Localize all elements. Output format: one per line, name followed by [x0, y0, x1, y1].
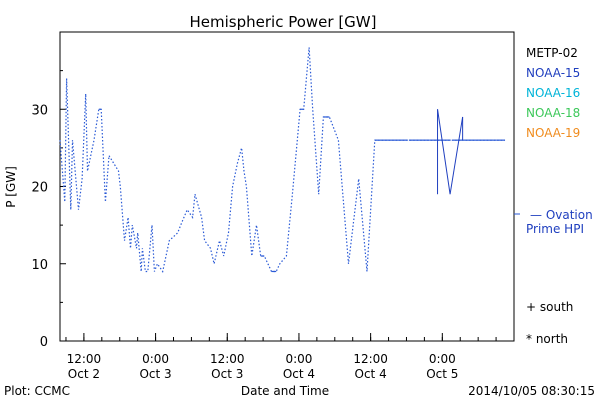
legend-item-noaa-15: NOAA-15: [526, 66, 580, 80]
ovation-label-line2: Prime HPI: [526, 222, 584, 236]
y-tick-label: 10: [31, 258, 48, 273]
south-marker-label: + south: [526, 300, 573, 314]
x-tick-time: 0:00: [429, 352, 456, 366]
y-ticks: 0 10 20 30: [31, 70, 66, 350]
y-axis-label: P [GW]: [4, 166, 18, 208]
series-layer: [59, 47, 506, 273]
legend-item-noaa-18: NOAA-18: [526, 106, 580, 120]
series-solid-segment: [437, 109, 451, 195]
chart-title: Hemispheric Power [GW]: [190, 13, 377, 31]
series-solid-segment: [449, 116, 464, 195]
x-axis-label: Date and Time: [241, 384, 329, 398]
x-tick-date: Oct 2: [68, 367, 100, 381]
series-line-noaa-15: [59, 47, 505, 273]
legend-item-metp-02: METP-02: [526, 46, 578, 60]
legend-item-noaa-19: NOAA-19: [526, 126, 580, 140]
north-marker-label: * north: [526, 332, 568, 346]
y-tick-label: 20: [31, 181, 48, 196]
ovation-label: — Ovation Prime HPI: [514, 208, 593, 236]
ovation-label-line1: — Ovation: [530, 208, 593, 222]
y-tick-label: 0: [40, 335, 48, 350]
footer-plot-credit: Plot: CCMC: [4, 384, 70, 398]
x-tick-time: 12:00: [210, 352, 245, 366]
x-tick-date: Oct 3: [211, 367, 243, 381]
footer-timestamp: 2014/10/05 08:30:15: [468, 384, 595, 398]
x-tick-time: 12:00: [353, 352, 388, 366]
legend-item-noaa-16: NOAA-16: [526, 86, 580, 100]
x-tick-date: Oct 5: [426, 367, 458, 381]
x-tick-date: Oct 4: [283, 367, 315, 381]
legend: METP-02 NOAA-15 NOAA-16 NOAA-18 NOAA-19: [526, 46, 580, 140]
y-tick-label: 30: [31, 103, 48, 118]
x-tick-time: 0:00: [285, 352, 312, 366]
x-tick-date: Oct 4: [355, 367, 387, 381]
x-tick-time: 0:00: [142, 352, 169, 366]
x-tick-time: 12:00: [67, 352, 102, 366]
x-tick-date: Oct 3: [139, 367, 171, 381]
plot-frame: [59, 31, 515, 342]
